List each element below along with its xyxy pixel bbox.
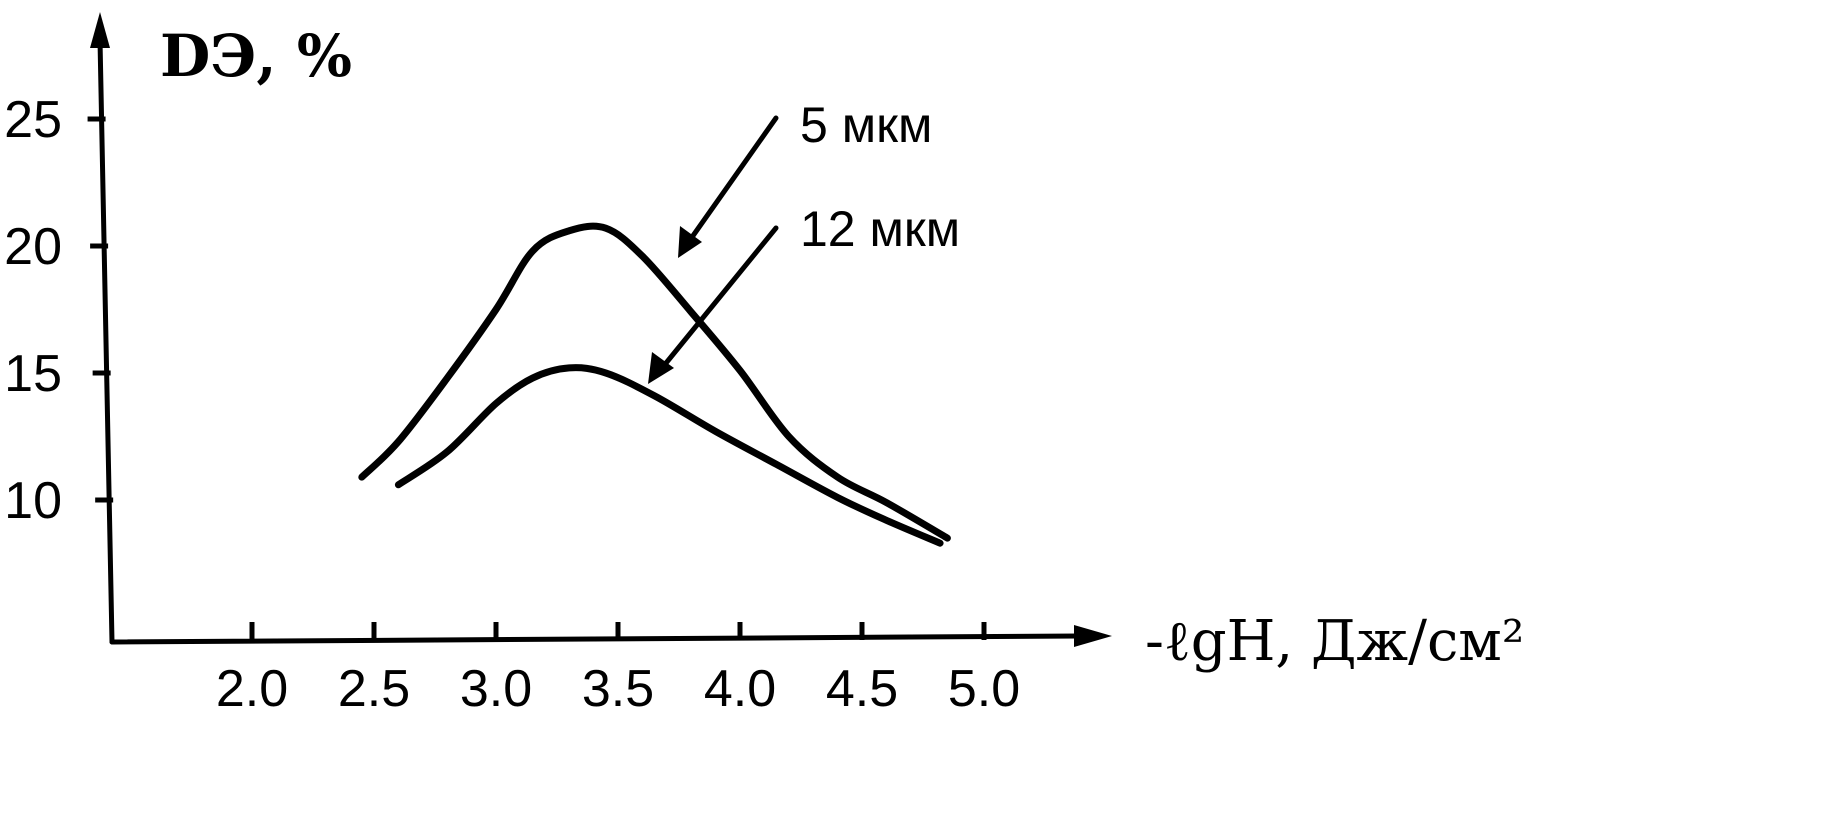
x-ticks: 2.0 2.5 3.0 3.5 4.0 4.5 5.0 <box>216 622 1020 718</box>
series-label-5um: 5 мкм <box>800 97 932 153</box>
y-tick-label: 20 <box>4 218 62 276</box>
y-tick-label: 15 <box>4 345 62 403</box>
pointer-arrow-12um-head <box>648 352 674 384</box>
x-tick-label: 2.5 <box>338 660 410 718</box>
series-label-12um: 12 мкм <box>800 201 960 257</box>
pointer-arrow-5um-head <box>678 226 702 258</box>
x-axis-label: -ℓgH, Дж/см² <box>1145 609 1524 674</box>
y-ticks: 10 15 20 25 <box>4 91 114 530</box>
series-line-5um <box>358 222 951 542</box>
x-axis-arrow <box>1074 625 1112 647</box>
x-tick-label: 2.0 <box>216 660 288 718</box>
pointer-arrow-12um <box>659 225 779 371</box>
x-tick-label: 5.0 <box>948 660 1020 718</box>
x-axis <box>109 633 1083 645</box>
y-axis-label: DЭ, % <box>160 22 352 90</box>
x-tick-label: 3.0 <box>460 660 532 718</box>
y-axis <box>97 37 115 645</box>
series-line-12um <box>394 364 944 547</box>
x-tick-label: 3.5 <box>582 660 654 718</box>
pointer-arrow-5um <box>687 115 779 243</box>
series-layer <box>358 222 951 547</box>
y-tick-label: 25 <box>4 91 62 149</box>
y-tick-label: 10 <box>4 472 62 530</box>
x-tick-label: 4.5 <box>826 660 898 718</box>
x-tick-label: 4.0 <box>704 660 776 718</box>
y-axis-arrow <box>90 12 110 48</box>
